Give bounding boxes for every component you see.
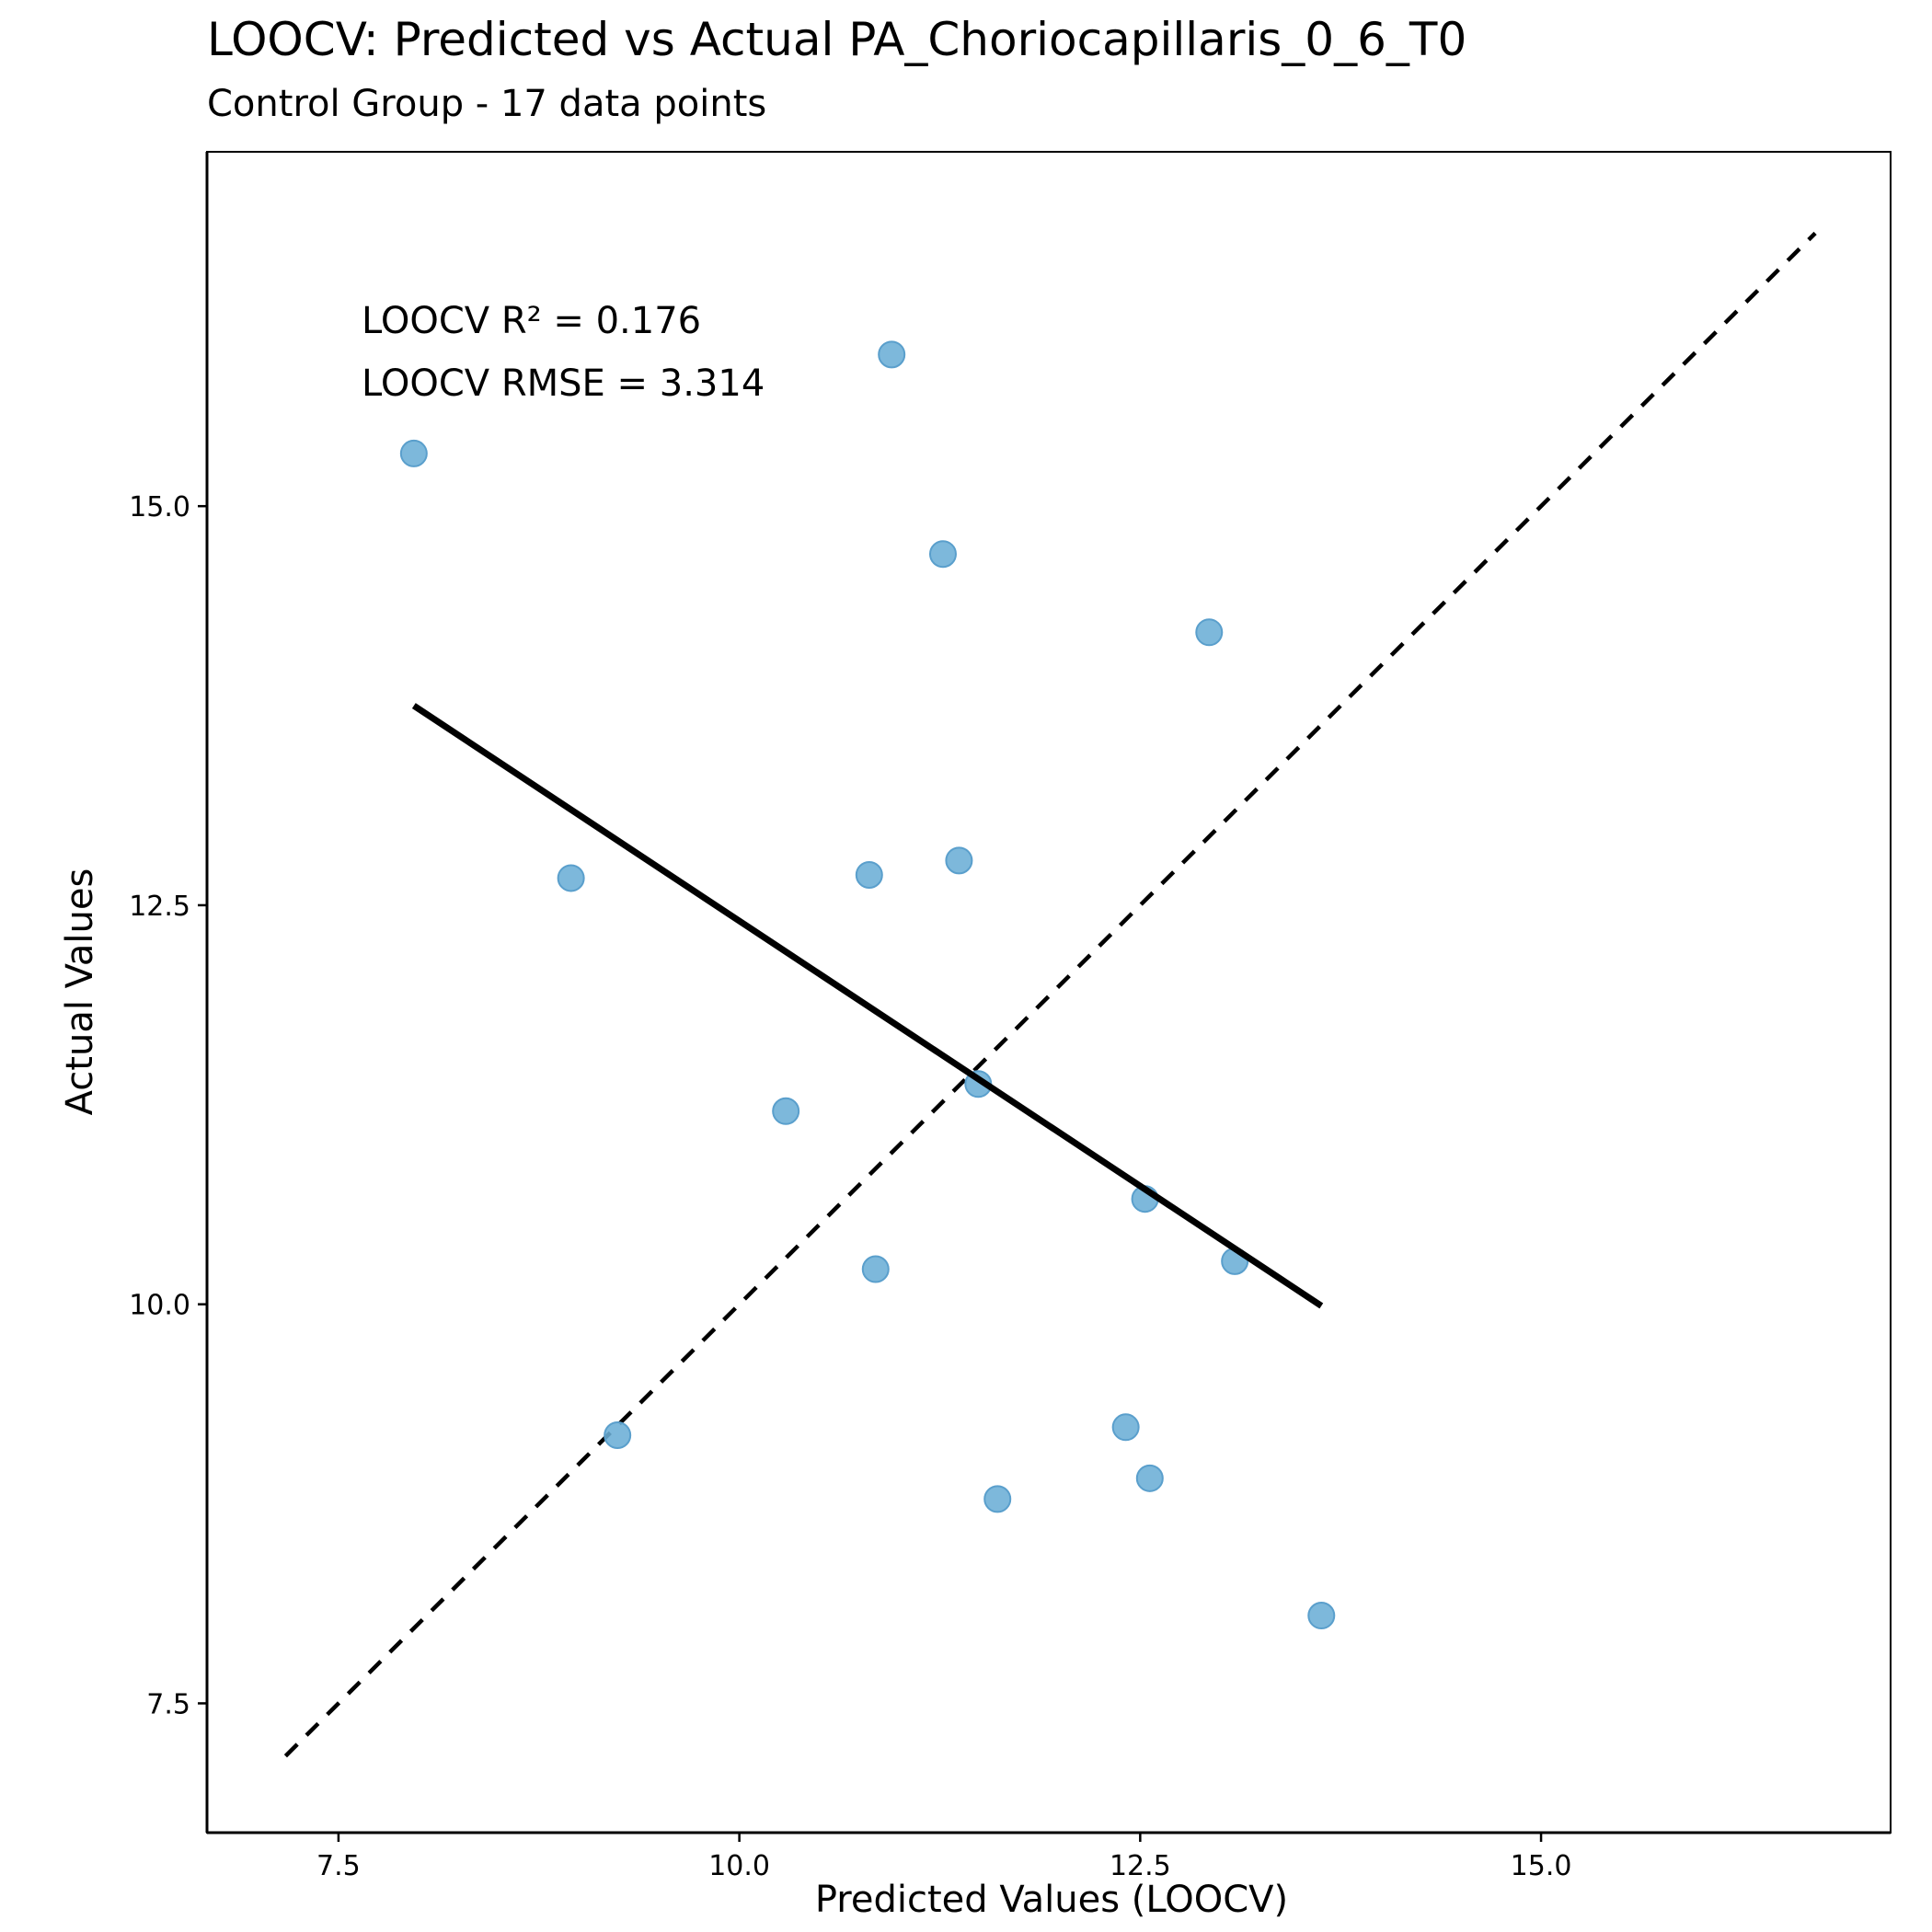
regression-line-layer [411, 703, 1324, 1309]
y-tick-label-0: 7.5 [146, 1688, 190, 1720]
labels-layer: Predicted Values (LOOCV) Actual Values L… [59, 300, 1288, 1921]
x-tick-label-1: 10.0 [708, 1850, 770, 1882]
x-tick-label-2: 12.5 [1110, 1850, 1171, 1882]
x-tick-label-0: 7.5 [316, 1850, 361, 1882]
axes-layer [205, 151, 1892, 1834]
y-axis-title: Actual Values [59, 868, 101, 1116]
data-point-3 [1195, 618, 1224, 647]
regression-line [411, 703, 1324, 1309]
data-point-0 [399, 439, 428, 467]
data-point-7 [772, 1097, 800, 1125]
chart-title: LOOCV: Predicted vs Actual PA_Choriocapi… [207, 13, 1467, 66]
ticks-layer: 7.5 10.0 12.5 15.0 7.5 10.0 12.5 15.0 [129, 491, 1571, 1882]
data-point-2 [928, 540, 957, 569]
data-point-6 [945, 846, 973, 875]
identity-line-layer [283, 231, 1817, 1758]
data-point-4 [557, 864, 585, 892]
annotation-rmse: LOOCV RMSE = 3.314 [362, 362, 765, 405]
x-axis-title: Predicted Values (LOOCV) [815, 1879, 1288, 1921]
y-tick-label-3: 15.0 [129, 491, 190, 523]
data-point-16 [1307, 1602, 1336, 1630]
y-tick-label-2: 12.5 [129, 891, 190, 923]
identity-line [283, 231, 1817, 1758]
data-point-15 [983, 1485, 1012, 1513]
data-point-5 [855, 860, 883, 889]
annotation-r2: LOOCV R² = 0.176 [362, 300, 701, 342]
chart-subtitle: Control Group - 17 data points [207, 83, 767, 125]
points-layer [399, 340, 1336, 1630]
data-point-14 [1135, 1464, 1164, 1492]
data-point-1 [878, 340, 906, 369]
x-tick-label-3: 15.0 [1511, 1850, 1572, 1882]
y-tick-label-1: 10.0 [129, 1290, 190, 1322]
data-point-13 [1111, 1413, 1140, 1442]
data-point-11 [861, 1255, 890, 1283]
data-point-12 [604, 1420, 632, 1449]
